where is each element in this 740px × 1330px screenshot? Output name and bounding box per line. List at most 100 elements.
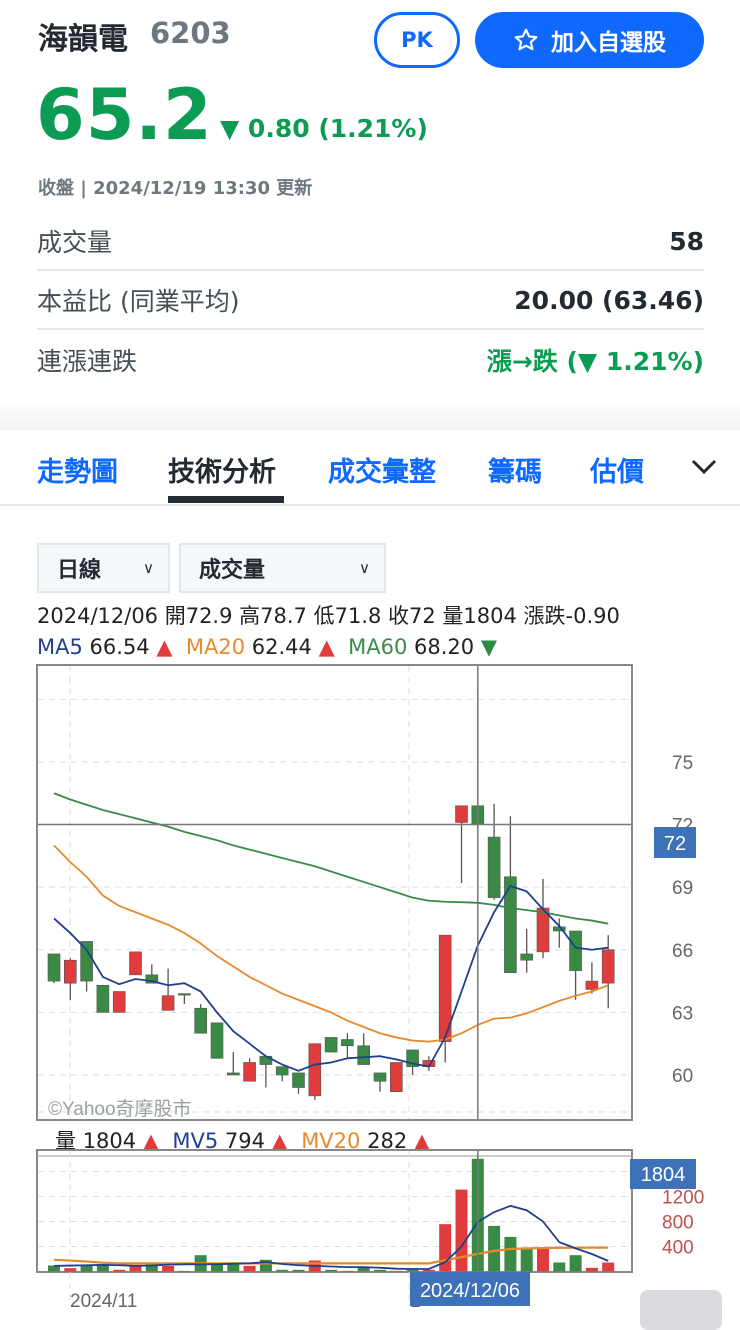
price-crosshair-label: 72 — [664, 833, 686, 855]
tab-technical[interactable]: 技術分析 — [168, 457, 276, 488]
tab-trend[interactable]: 走勢圖 — [37, 457, 118, 488]
volume-bar — [162, 1265, 175, 1272]
volume-bar — [243, 1265, 256, 1272]
mv5-arrow: ▲ — [271, 1129, 288, 1153]
ma5-value: 66.54 — [89, 635, 150, 659]
volume-bar — [80, 1265, 93, 1272]
section-divider — [0, 398, 740, 430]
candle-body — [324, 1037, 338, 1053]
volume-bar — [357, 1267, 370, 1272]
volume-bar — [585, 1267, 598, 1272]
ma-legend: MA5 66.54 ▲ MA20 62.44 ▲ MA60 68.20 ▼ — [37, 635, 497, 659]
candle-body — [227, 1072, 240, 1076]
volume-bar — [455, 1189, 468, 1272]
volume-bar — [178, 1270, 191, 1272]
stat-label: 成交量 — [37, 228, 113, 257]
chevron-down-icon: ∨ — [143, 559, 154, 577]
add-to-watchlist-label: 加入自選股 — [551, 30, 666, 56]
stat-label: 連漲連跌 — [37, 347, 138, 376]
price-axis-tick: 75 — [672, 753, 693, 774]
x-axis-tick: 2024/11 — [70, 1291, 137, 1311]
volume-bar — [276, 1269, 289, 1272]
candle-body — [80, 941, 93, 982]
indicator-select[interactable]: 成交量 ∨ — [179, 543, 386, 593]
tab-chips[interactable]: 籌碼 — [488, 457, 542, 488]
ma20-value: 62.44 — [251, 635, 312, 659]
ma60-line — [53, 792, 609, 925]
candle-body — [389, 1062, 403, 1092]
volume-bar — [211, 1263, 223, 1272]
period-value: 日線 — [57, 558, 102, 583]
volume-bar — [602, 1262, 615, 1272]
volume-bar — [227, 1263, 240, 1272]
volume-bar — [553, 1262, 566, 1272]
candle-body — [487, 836, 501, 898]
update-time: 收盤 | 2024/12/19 13:30 更新 — [38, 178, 313, 199]
stat-row-streak: 連漲連跌 漲→跌 (▼ 1.21%) — [37, 331, 704, 389]
candle-body — [455, 805, 468, 823]
volume-bar — [64, 1268, 77, 1272]
ma60-label: MA60 — [348, 635, 408, 659]
volume-bar — [406, 1269, 419, 1272]
volume-bar — [113, 1269, 126, 1272]
volume-bar — [374, 1269, 386, 1272]
watermark: ©Yahoo奇摩股市 — [48, 1098, 192, 1120]
volume-bar — [96, 1264, 109, 1272]
volume-bar — [569, 1255, 582, 1272]
ma20-arrow: ▲ — [318, 635, 335, 659]
volume-axis-tick: 800 — [662, 1213, 694, 1234]
candle-body — [243, 1062, 256, 1082]
candle-body — [569, 930, 582, 971]
volume-bar — [325, 1269, 338, 1272]
candle-body — [585, 980, 599, 990]
ma20-line — [53, 844, 609, 1043]
candle-body — [373, 1072, 387, 1082]
price-axis-tick: 66 — [672, 941, 693, 962]
volume-bar — [341, 1270, 354, 1272]
candle-body — [161, 995, 175, 1011]
mv20-arrow: ▲ — [413, 1129, 431, 1153]
candle-body — [210, 1022, 224, 1059]
price-change: ▼ 0.80 (1.21%) — [220, 114, 428, 143]
stat-label: 本益比 (同業平均) — [37, 287, 240, 316]
volume-bar — [422, 1269, 435, 1272]
stat-value: 漲→跌 (▼ 1.21%) — [486, 347, 704, 376]
price-axis-tick: 63 — [672, 1003, 693, 1024]
stat-value: 20.00 (63.46) — [514, 285, 704, 315]
ma20-label: MA20 — [185, 635, 246, 659]
ma5-arrow: ▲ — [156, 635, 173, 659]
tab-bar: 走勢圖 技術分析 成交彙整 籌碼 估價 — [0, 432, 740, 506]
candlestick-chart[interactable]: 60636669727540080012002024/1117218042024… — [0, 660, 740, 1311]
candle-body — [520, 953, 534, 961]
candle-body — [601, 949, 615, 984]
volume-bar — [145, 1263, 158, 1272]
add-to-watchlist-button[interactable]: 加入自選股 — [475, 12, 704, 68]
ma60-arrow: ▼ — [480, 635, 497, 659]
volume-bar — [129, 1264, 142, 1272]
candle-body — [341, 1039, 354, 1047]
candle-body — [357, 1045, 371, 1065]
volume-crosshair-badge — [630, 1159, 696, 1189]
price-plot-frame — [36, 664, 633, 1121]
current-price: 65.2 — [36, 74, 213, 156]
chart-scroll-handle[interactable] — [640, 1290, 722, 1330]
tab-trades[interactable]: 成交彙整 — [328, 457, 436, 488]
chevron-down-icon[interactable] — [690, 456, 718, 478]
candle-body — [292, 1072, 305, 1088]
pk-button[interactable]: PK — [374, 12, 460, 68]
period-select[interactable]: 日線 ∨ — [37, 543, 170, 593]
volume-bar — [292, 1269, 305, 1272]
volume-bar — [48, 1265, 60, 1272]
date-crosshair-badge — [410, 1272, 530, 1306]
volume-axis-tick: 400 — [662, 1238, 694, 1259]
volume-bar — [259, 1259, 272, 1272]
volume-axis-tick: 1200 — [662, 1188, 704, 1209]
mv5-line — [53, 1204, 609, 1270]
volume-bar — [488, 1225, 501, 1272]
mv20-line — [53, 1246, 609, 1265]
candle-body — [47, 953, 61, 982]
stat-value: 58 — [669, 226, 704, 256]
tab-valuation[interactable]: 估價 — [590, 457, 644, 488]
ma60-value: 68.20 — [414, 635, 475, 659]
date-crosshair-label: 2024/12/06 — [420, 1280, 520, 1302]
